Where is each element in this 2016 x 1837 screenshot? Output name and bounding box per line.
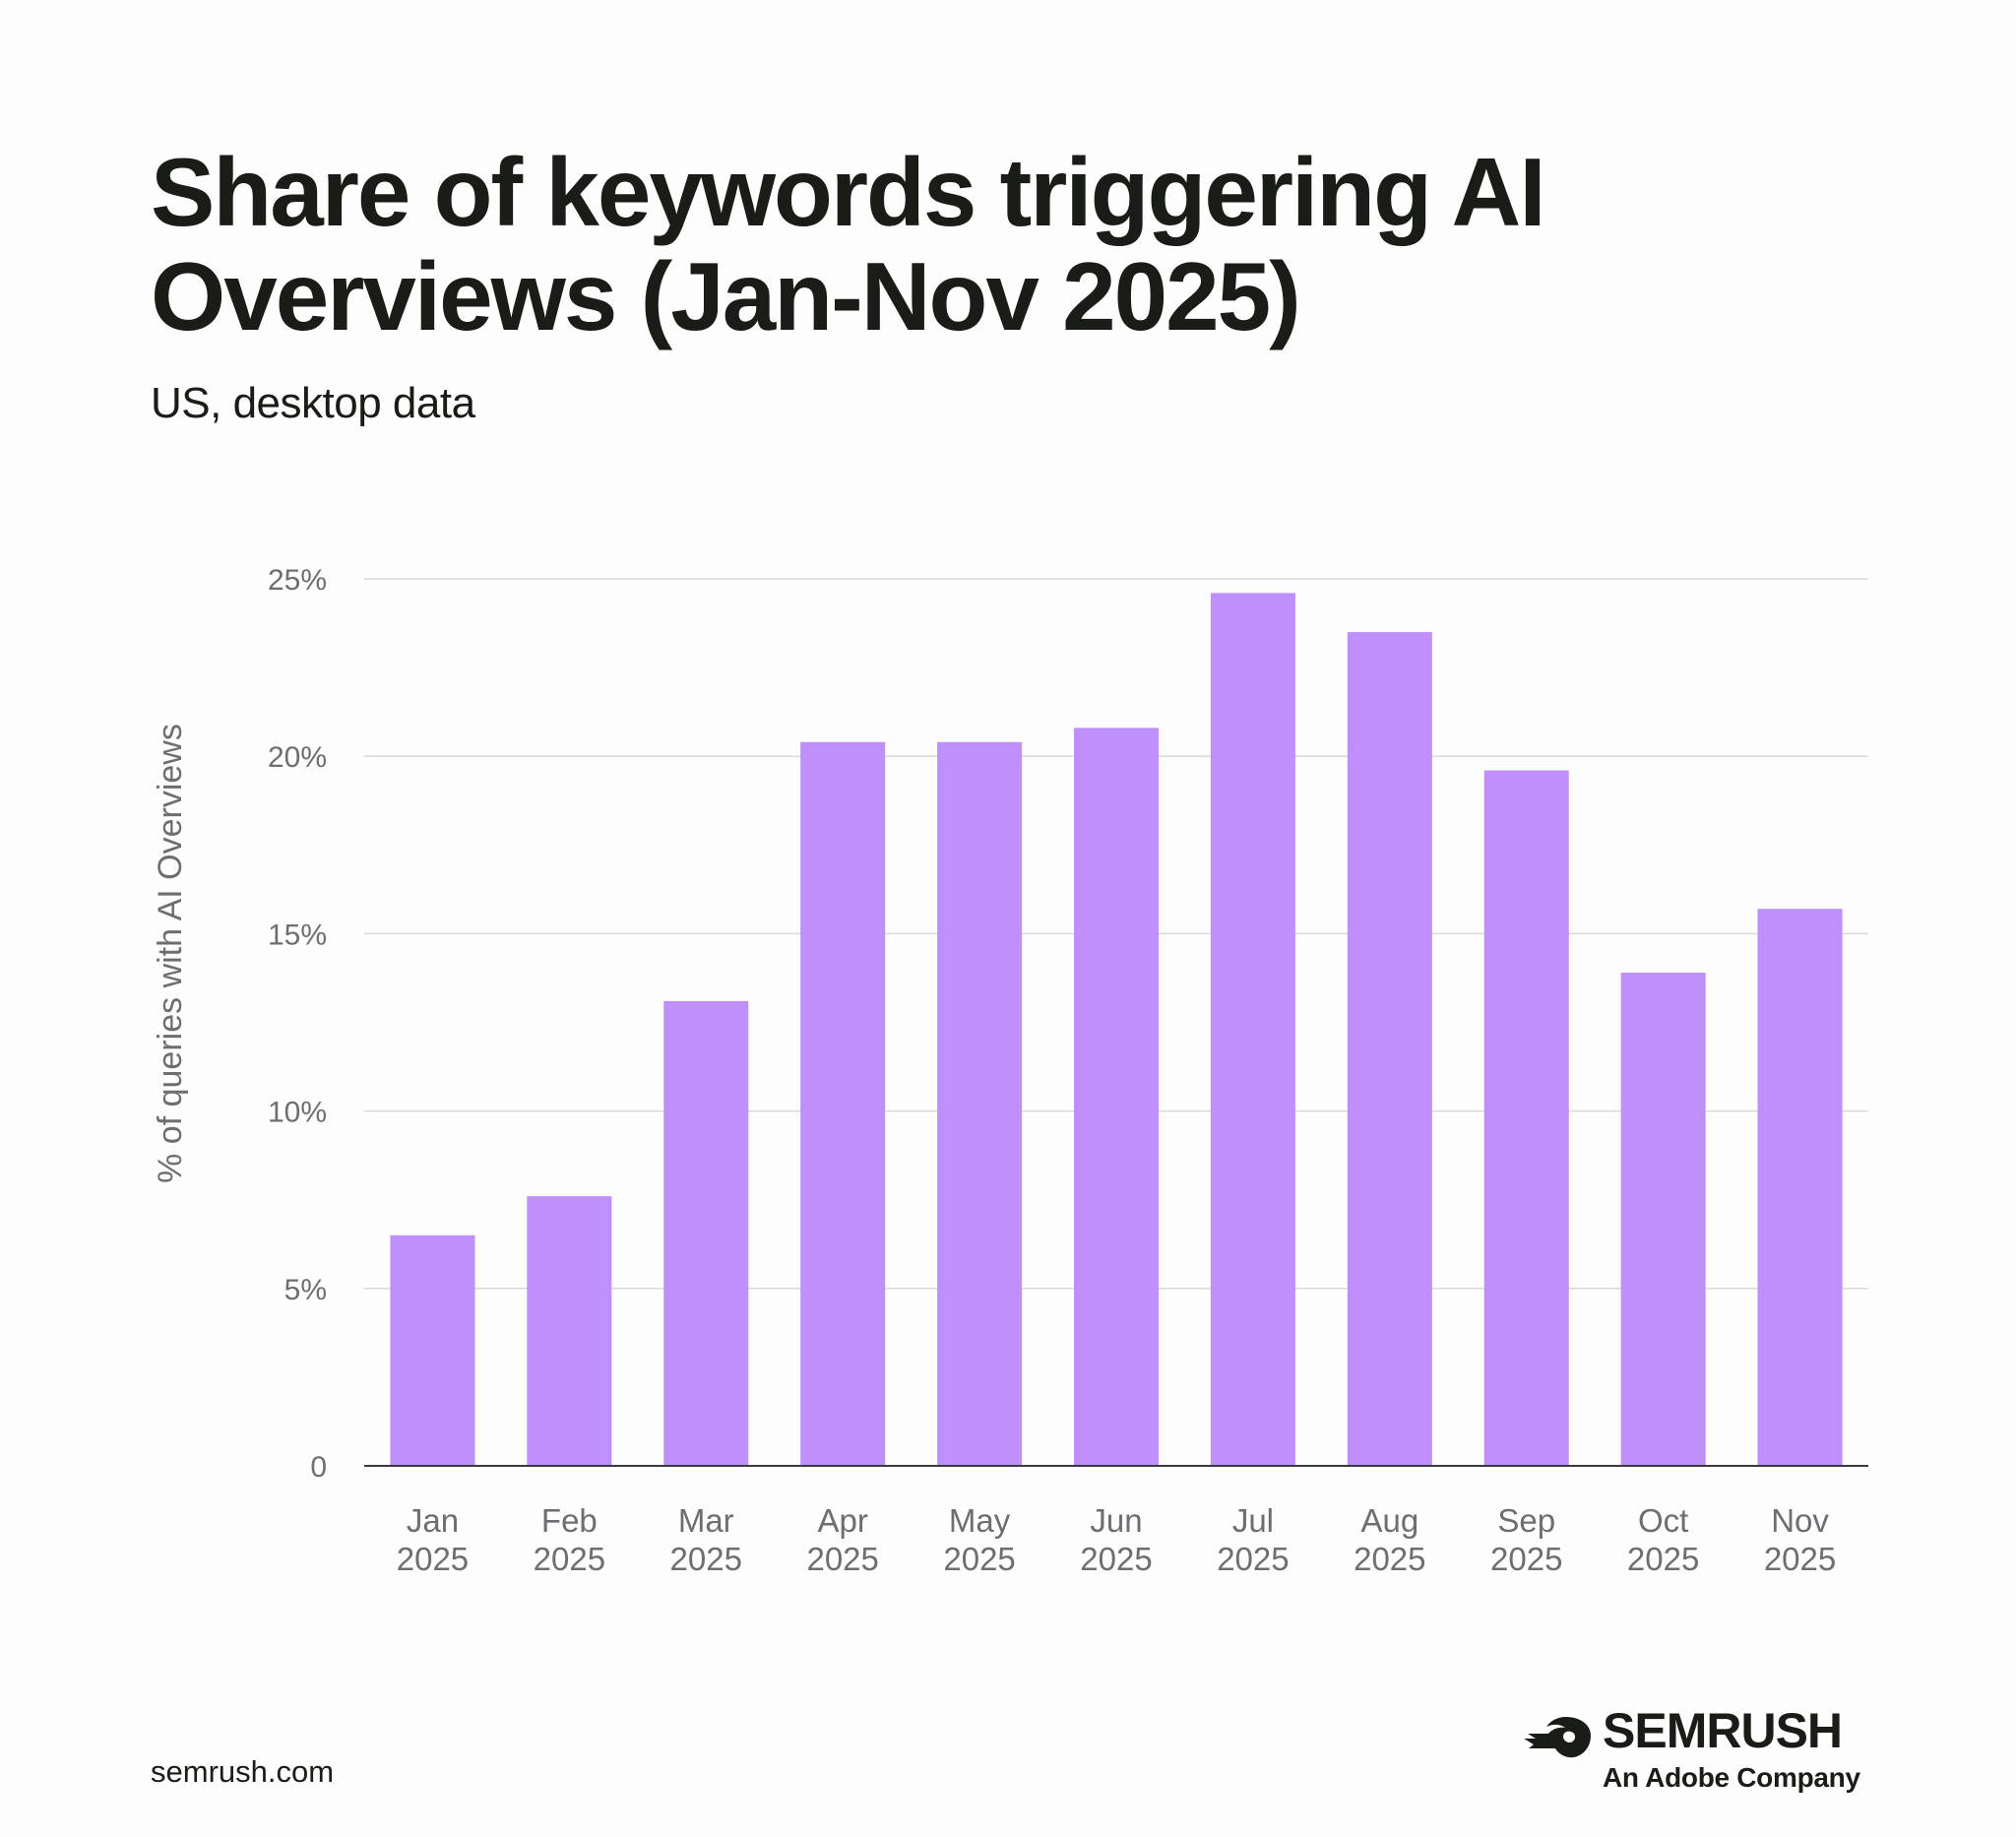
bars bbox=[390, 593, 1843, 1466]
bar bbox=[1757, 909, 1843, 1466]
y-tick-label: 20% bbox=[268, 741, 327, 774]
bar bbox=[1620, 973, 1706, 1466]
x-tick-label: Apr 2025 bbox=[806, 1502, 878, 1577]
brand-name: SEMRUSH bbox=[1603, 1703, 1843, 1758]
bar bbox=[1210, 593, 1295, 1466]
bar bbox=[527, 1196, 612, 1466]
x-tick-label: Jan 2025 bbox=[397, 1502, 469, 1577]
y-tick-label: 25% bbox=[268, 564, 327, 597]
x-tick-label: May 2025 bbox=[943, 1502, 1015, 1577]
y-tick-label: 15% bbox=[268, 918, 327, 951]
brand-block: SEMRUSH An Adobe Company bbox=[1522, 1702, 1870, 1801]
bar bbox=[937, 741, 1023, 1466]
footer-url: semrush.com bbox=[151, 1754, 335, 1789]
x-tick-label: Oct 2025 bbox=[1627, 1502, 1699, 1577]
x-tick-label: Feb 2025 bbox=[534, 1502, 605, 1577]
x-tick-label: Sep 2025 bbox=[1490, 1502, 1562, 1577]
x-tick-label: Mar 2025 bbox=[670, 1502, 742, 1577]
bar bbox=[663, 1000, 749, 1466]
bar bbox=[800, 741, 886, 1466]
y-tick-label: 10% bbox=[268, 1097, 327, 1129]
x-tick-label: Jul 2025 bbox=[1217, 1502, 1289, 1577]
chart-subtitle: US, desktop data bbox=[151, 379, 475, 427]
x-tick-label: Aug 2025 bbox=[1354, 1502, 1425, 1577]
y-tick-label: 5% bbox=[284, 1274, 327, 1306]
y-axis-ticks: 0 5% 10% 15% 20% 25% bbox=[268, 564, 327, 1484]
bar bbox=[1074, 728, 1159, 1466]
semrush-flame-icon bbox=[1524, 1717, 1591, 1758]
brand-tagline: An Adobe Company bbox=[1603, 1762, 1860, 1793]
x-tick-label: Nov 2025 bbox=[1764, 1502, 1836, 1577]
bar bbox=[390, 1235, 475, 1466]
chart-title: Share of keywords triggering AI Overview… bbox=[151, 138, 1546, 350]
bar bbox=[1347, 632, 1432, 1466]
x-axis-ticks: Jan 2025 Feb 2025 Mar 2025 Apr 2025 May 2025 Jun 20… bbox=[397, 1502, 1837, 1577]
y-axis-label: % of queries with AI Overviews bbox=[152, 724, 189, 1183]
y-tick-label: 0 bbox=[310, 1451, 327, 1484]
x-tick-label: Jun 2025 bbox=[1080, 1502, 1152, 1577]
bar bbox=[1483, 770, 1569, 1466]
